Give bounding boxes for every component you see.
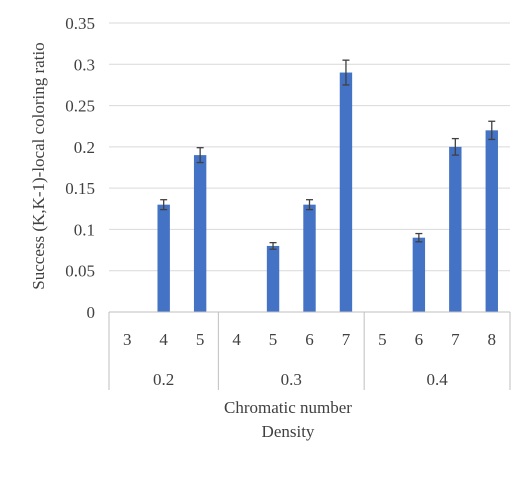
bar [485, 130, 498, 312]
y-tick-label: 0.3 [74, 55, 95, 74]
bar [339, 72, 353, 313]
x-tick-label-chromatic: 5 [196, 330, 205, 349]
error-bar [306, 199, 313, 211]
bar [412, 237, 426, 312]
error-bars [160, 59, 496, 250]
x-axis-title-density: Density [262, 422, 315, 441]
x-tick-label-chromatic: 7 [451, 330, 460, 349]
y-axis-title: Success (K,K-1)-local coloring ratio [29, 42, 48, 289]
x-tick-label-chromatic: 4 [159, 330, 168, 349]
x-tick-label-chromatic: 5 [269, 330, 278, 349]
bar [303, 204, 316, 312]
x-axis-title-chromatic: Chromatic number [224, 398, 352, 417]
bar [193, 155, 207, 312]
bar [157, 204, 170, 312]
y-tick-label: 0.05 [65, 262, 95, 281]
y-axis-ticks: 0 0.05 0.1 0.15 0.2 0.25 0.3 0.35 [65, 14, 95, 322]
error-bar [415, 232, 423, 243]
gridlines [109, 22, 510, 272]
x-tick-label-density: 0.2 [153, 370, 174, 389]
error-bar [160, 199, 168, 211]
error-bar [196, 147, 204, 164]
y-tick-label: 0.35 [65, 14, 95, 33]
y-tick-label: 0.2 [74, 138, 95, 157]
error-bar [269, 241, 277, 250]
x-tick-label-density: 0.4 [426, 370, 448, 389]
bar [266, 245, 280, 312]
x-tick-label-chromatic: 6 [305, 330, 314, 349]
bar [449, 146, 462, 312]
y-tick-label: 0.25 [65, 97, 95, 116]
x-tick-label-density: 0.3 [281, 370, 302, 389]
y-tick-label: 0.1 [74, 220, 95, 239]
error-bar [488, 120, 496, 141]
x-tick-label-chromatic: 3 [123, 330, 132, 349]
x-axis: 3 4 5 4 5 6 7 5 6 7 8 0.2 0.3 0.4 [108, 311, 511, 390]
error-bar [342, 59, 350, 86]
error-bar [451, 137, 459, 156]
x-tick-label-chromatic: 4 [232, 330, 241, 349]
x-tick-label-chromatic: 6 [415, 330, 424, 349]
bars [157, 72, 498, 313]
x-tick-label-chromatic: 7 [342, 330, 351, 349]
y-tick-label: 0 [87, 303, 96, 322]
x-tick-label-chromatic: 5 [378, 330, 387, 349]
x-tick-label-chromatic: 8 [488, 330, 497, 349]
y-tick-label: 0.15 [65, 179, 95, 198]
